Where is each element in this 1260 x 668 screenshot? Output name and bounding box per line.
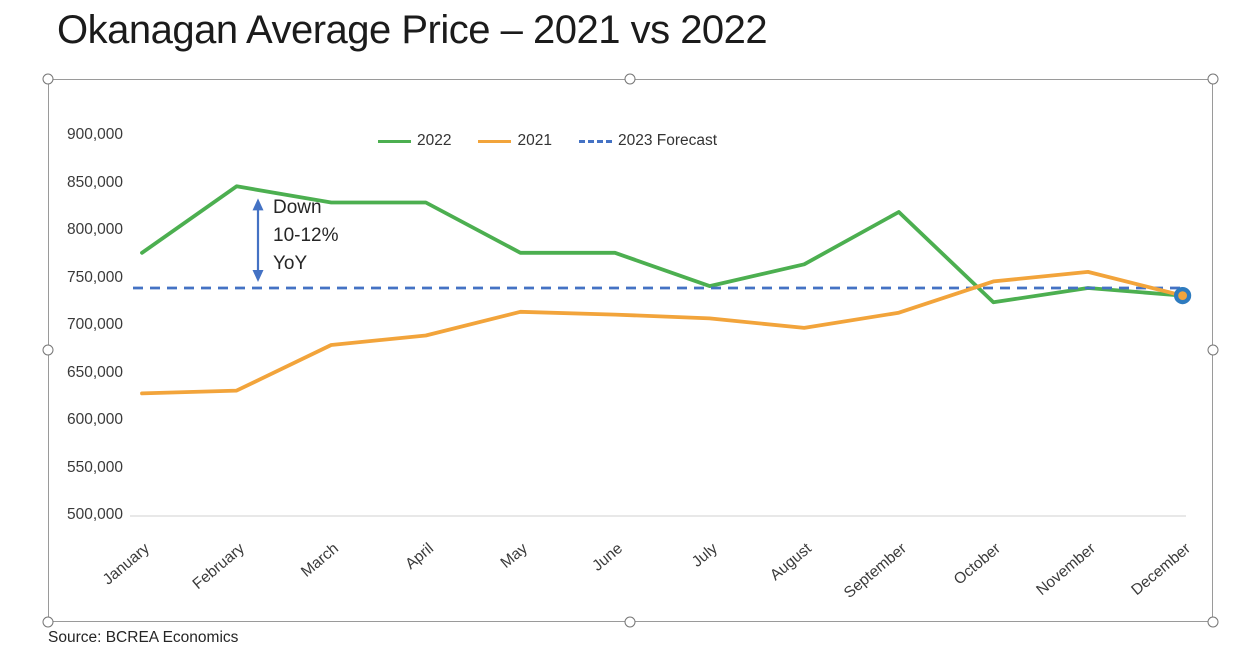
legend-line-swatch bbox=[378, 139, 411, 143]
series-line-2021 bbox=[140, 269, 1185, 396]
y-tick-label: 750,000 bbox=[66, 268, 123, 286]
y-tick-label: 850,000 bbox=[66, 173, 123, 191]
chart-title: Okanagan Average Price – 2021 vs 2022 bbox=[57, 8, 768, 52]
annotation-arrow bbox=[252, 198, 264, 282]
legend-line-swatch bbox=[578, 139, 612, 143]
y-tick-label: 800,000 bbox=[66, 221, 123, 238]
selection-handle-middle-left[interactable] bbox=[42, 344, 54, 356]
y-tick-label: 550,000 bbox=[66, 458, 123, 476]
selection-handle-bottom-right[interactable] bbox=[1207, 616, 1219, 628]
selection-handle-top-left[interactable] bbox=[42, 73, 54, 85]
selection-handle-bottom-left[interactable] bbox=[42, 616, 54, 628]
legend-label: 2023 Forecast bbox=[617, 132, 718, 149]
selection-handle-bottom-middle[interactable] bbox=[624, 616, 636, 628]
y-tick-label: 500,000 bbox=[66, 506, 123, 523]
source-text: Source: BCREA Economics bbox=[48, 629, 239, 646]
legend-label: 2022 bbox=[417, 132, 452, 149]
annotation-line-2: 10-12% bbox=[273, 225, 339, 246]
y-tick-label: 700,000 bbox=[66, 316, 123, 333]
annotation-line-3: YoY bbox=[273, 253, 308, 274]
legend-item-2022: 2022 bbox=[378, 132, 451, 150]
annotation-text: Down 10-12% YoY bbox=[273, 194, 339, 278]
selection-handle-middle-right[interactable] bbox=[1207, 344, 1219, 356]
y-tick-label: 650,000 bbox=[66, 363, 123, 381]
y-tick-label: 600,000 bbox=[66, 411, 123, 428]
legend-item-2023-forecast: 2023 Forecast bbox=[578, 132, 718, 150]
chart-legend: 2022 2021 2023 Forecast bbox=[378, 132, 717, 150]
selection-handle-top-middle[interactable] bbox=[624, 73, 636, 85]
endpoint-marker bbox=[1173, 287, 1192, 305]
y-tick-label: 900,000 bbox=[66, 126, 123, 143]
legend-line-swatch bbox=[478, 139, 512, 143]
selection-handle-top-right[interactable] bbox=[1207, 73, 1219, 85]
annotation-line-1: Down bbox=[273, 197, 322, 218]
legend-label: 2021 bbox=[517, 132, 552, 149]
legend-item-2021: 2021 bbox=[478, 132, 552, 150]
series-line-2022 bbox=[140, 184, 1185, 305]
